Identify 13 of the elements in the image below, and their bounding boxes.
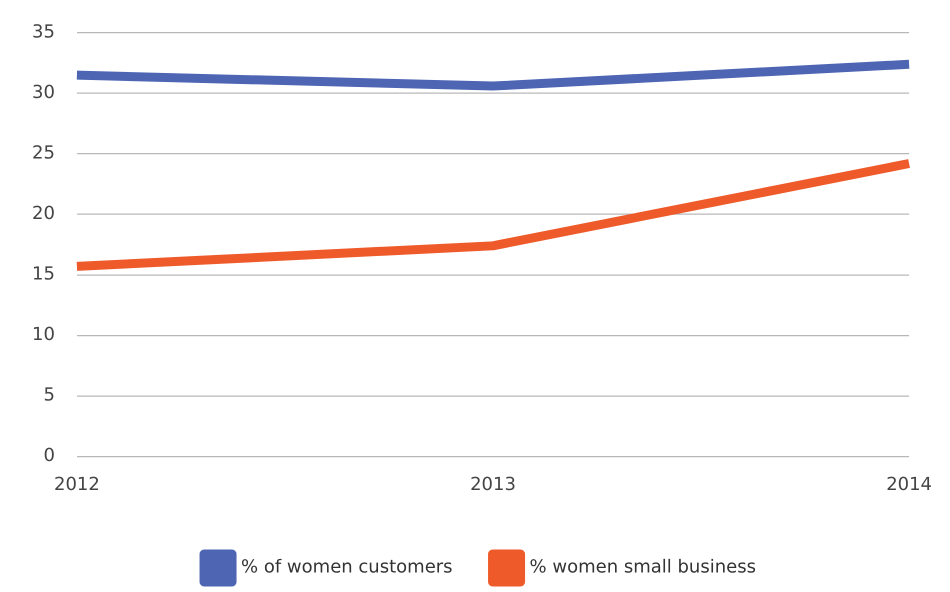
y-tick-label: 30 — [32, 82, 55, 103]
y-tick-label: 25 — [32, 142, 55, 164]
y-tick-label: 15 — [32, 264, 55, 285]
y-tick-label: 0 — [43, 445, 55, 466]
x-tick-label: 2012 — [54, 474, 100, 495]
y-tick-label: 10 — [32, 324, 55, 346]
y-tick-label: 35 — [32, 21, 55, 42]
y-tick-label: 5 — [43, 384, 55, 406]
legend-label: % women small business — [530, 556, 756, 578]
x-tick-label: 2014 — [886, 474, 932, 495]
x-tick-label: 2013 — [470, 474, 516, 495]
y-tick-label: 20 — [32, 203, 55, 224]
legend-label: % of women customers — [241, 556, 453, 578]
